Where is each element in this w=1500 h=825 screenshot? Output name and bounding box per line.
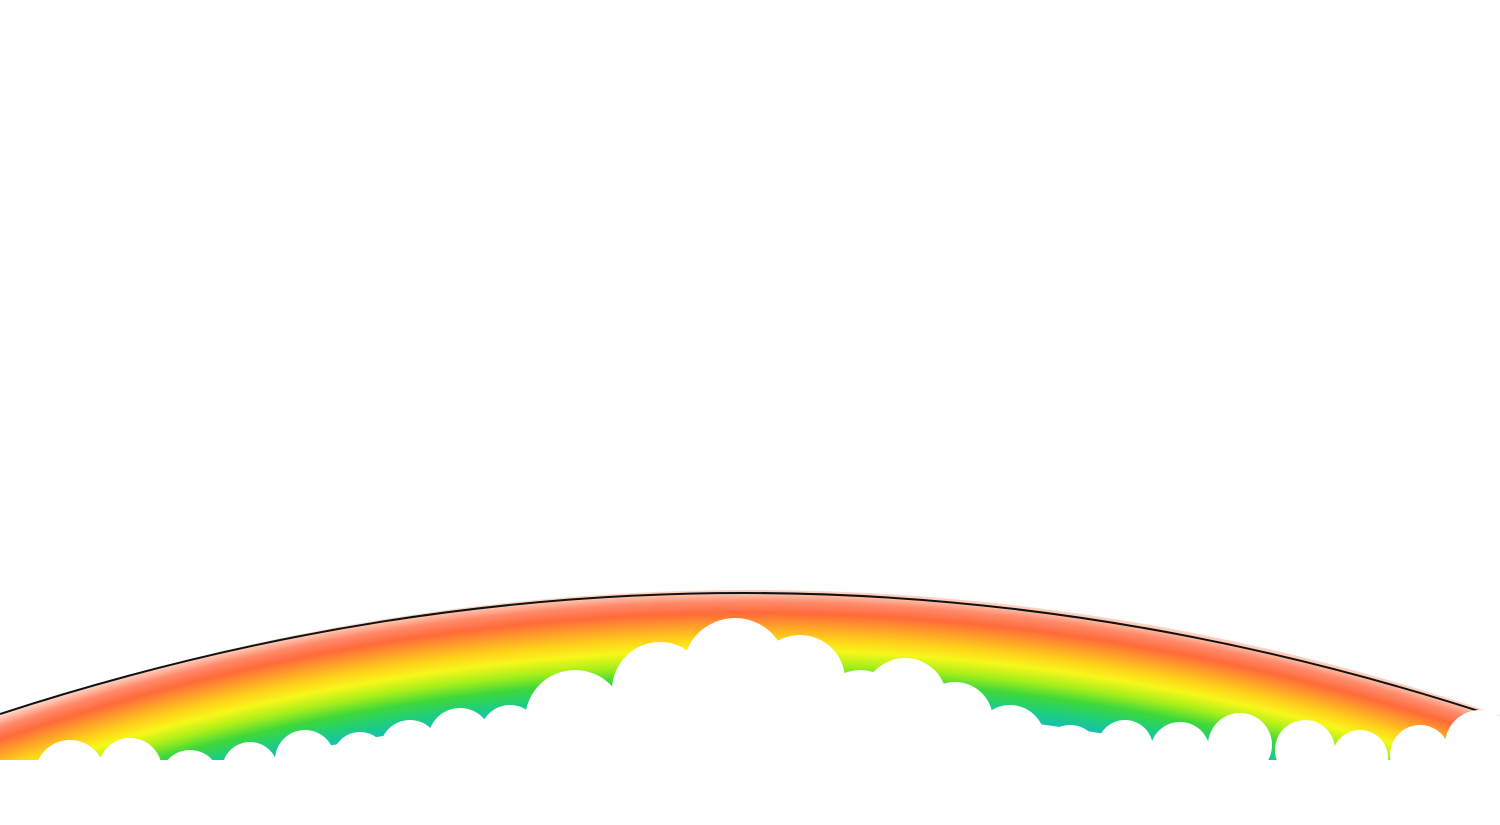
rainbow-scene — [0, 0, 1500, 825]
